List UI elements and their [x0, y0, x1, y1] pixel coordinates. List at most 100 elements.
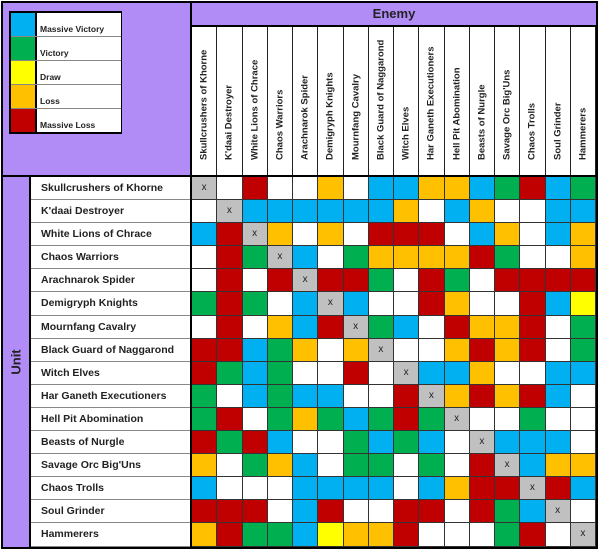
matchup-cell[interactable]: [368, 223, 394, 247]
matchup-cell[interactable]: [570, 223, 596, 247]
matchup-cell[interactable]: [545, 223, 571, 247]
matchup-cell[interactable]: [495, 315, 521, 339]
matchup-cell[interactable]: [444, 292, 470, 316]
matchup-cell[interactable]: [368, 431, 394, 455]
matchup-cell[interactable]: [318, 246, 344, 270]
matchup-cell[interactable]: [343, 431, 369, 455]
matchup-cell[interactable]: [217, 384, 243, 408]
matchup-cell[interactable]: [368, 246, 394, 270]
matchup-cell[interactable]: [318, 500, 344, 524]
matchup-cell[interactable]: [192, 200, 218, 224]
matchup-cell[interactable]: [293, 431, 319, 455]
matchup-cell[interactable]: [419, 431, 445, 455]
matchup-cell[interactable]: [293, 292, 319, 316]
matchup-cell[interactable]: [394, 246, 420, 270]
matchup-cell[interactable]: [419, 292, 445, 316]
self-matchup-cell[interactable]: x: [192, 177, 218, 201]
matchup-cell[interactable]: [419, 523, 445, 547]
matchup-cell[interactable]: [368, 500, 394, 524]
matchup-cell[interactable]: [444, 338, 470, 362]
matchup-cell[interactable]: [293, 223, 319, 247]
matchup-cell[interactable]: [469, 292, 495, 316]
self-matchup-cell[interactable]: x: [570, 523, 596, 547]
matchup-cell[interactable]: [293, 407, 319, 432]
matchup-cell[interactable]: [570, 500, 596, 524]
matchup-cell[interactable]: [267, 315, 293, 339]
matchup-cell[interactable]: [217, 246, 243, 270]
matchup-cell[interactable]: [444, 523, 470, 547]
matchup-cell[interactable]: [217, 477, 243, 501]
matchup-cell[interactable]: [217, 292, 243, 316]
matchup-cell[interactable]: [444, 454, 470, 478]
matchup-cell[interactable]: [192, 269, 218, 293]
matchup-cell[interactable]: [394, 431, 420, 455]
matchup-cell[interactable]: [293, 246, 319, 270]
matchup-cell[interactable]: [192, 315, 218, 339]
matchup-cell[interactable]: [394, 384, 420, 408]
matchup-cell[interactable]: [545, 454, 571, 478]
matchup-cell[interactable]: [444, 500, 470, 524]
matchup-cell[interactable]: [394, 500, 420, 524]
matchup-cell[interactable]: [419, 338, 445, 362]
matchup-cell[interactable]: [267, 177, 293, 201]
matchup-cell[interactable]: [419, 177, 445, 201]
matchup-cell[interactable]: [242, 246, 268, 270]
matchup-cell[interactable]: [570, 384, 596, 408]
matchup-cell[interactable]: [267, 361, 293, 385]
matchup-cell[interactable]: [343, 292, 369, 316]
matchup-cell[interactable]: [419, 315, 445, 339]
matchup-cell[interactable]: [495, 361, 521, 385]
matchup-cell[interactable]: [419, 361, 445, 385]
matchup-cell[interactable]: [570, 431, 596, 455]
matchup-cell[interactable]: [520, 361, 546, 385]
matchup-cell[interactable]: [495, 523, 521, 547]
matchup-cell[interactable]: [192, 292, 218, 316]
self-matchup-cell[interactable]: x: [444, 407, 470, 432]
matchup-cell[interactable]: [242, 523, 268, 547]
matchup-cell[interactable]: [520, 454, 546, 478]
matchup-cell[interactable]: [217, 269, 243, 293]
self-matchup-cell[interactable]: x: [495, 454, 521, 478]
matchup-cell[interactable]: [444, 200, 470, 224]
self-matchup-cell[interactable]: x: [368, 338, 394, 362]
matchup-cell[interactable]: [343, 384, 369, 408]
matchup-cell[interactable]: [293, 200, 319, 224]
matchup-cell[interactable]: [469, 315, 495, 339]
matchup-cell[interactable]: [545, 177, 571, 201]
matchup-cell[interactable]: [570, 292, 596, 316]
matchup-cell[interactable]: [293, 477, 319, 501]
matchup-cell[interactable]: [368, 315, 394, 339]
matchup-cell[interactable]: [318, 477, 344, 501]
matchup-cell[interactable]: [318, 269, 344, 293]
matchup-cell[interactable]: [495, 292, 521, 316]
matchup-cell[interactable]: [570, 200, 596, 224]
matchup-cell[interactable]: [570, 454, 596, 478]
self-matchup-cell[interactable]: x: [394, 361, 420, 385]
self-matchup-cell[interactable]: x: [469, 431, 495, 455]
self-matchup-cell[interactable]: x: [419, 384, 445, 408]
matchup-cell[interactable]: [343, 269, 369, 293]
matchup-cell[interactable]: [242, 500, 268, 524]
matchup-cell[interactable]: [394, 200, 420, 224]
matchup-cell[interactable]: [520, 338, 546, 362]
matchup-cell[interactable]: [242, 269, 268, 293]
matchup-cell[interactable]: [343, 407, 369, 432]
matchup-cell[interactable]: [293, 315, 319, 339]
matchup-cell[interactable]: [469, 269, 495, 293]
matchup-cell[interactable]: [394, 177, 420, 201]
matchup-cell[interactable]: [293, 338, 319, 362]
matchup-cell[interactable]: [318, 338, 344, 362]
matchup-cell[interactable]: [267, 338, 293, 362]
matchup-cell[interactable]: [520, 384, 546, 408]
matchup-cell[interactable]: [318, 223, 344, 247]
matchup-cell[interactable]: [192, 246, 218, 270]
self-matchup-cell[interactable]: x: [343, 315, 369, 339]
matchup-cell[interactable]: [192, 454, 218, 478]
matchup-cell[interactable]: [217, 454, 243, 478]
matchup-cell[interactable]: [444, 361, 470, 385]
matchup-cell[interactable]: [545, 407, 571, 432]
matchup-cell[interactable]: [368, 477, 394, 501]
matchup-cell[interactable]: [419, 477, 445, 501]
matchup-cell[interactable]: [444, 177, 470, 201]
matchup-cell[interactable]: [570, 361, 596, 385]
